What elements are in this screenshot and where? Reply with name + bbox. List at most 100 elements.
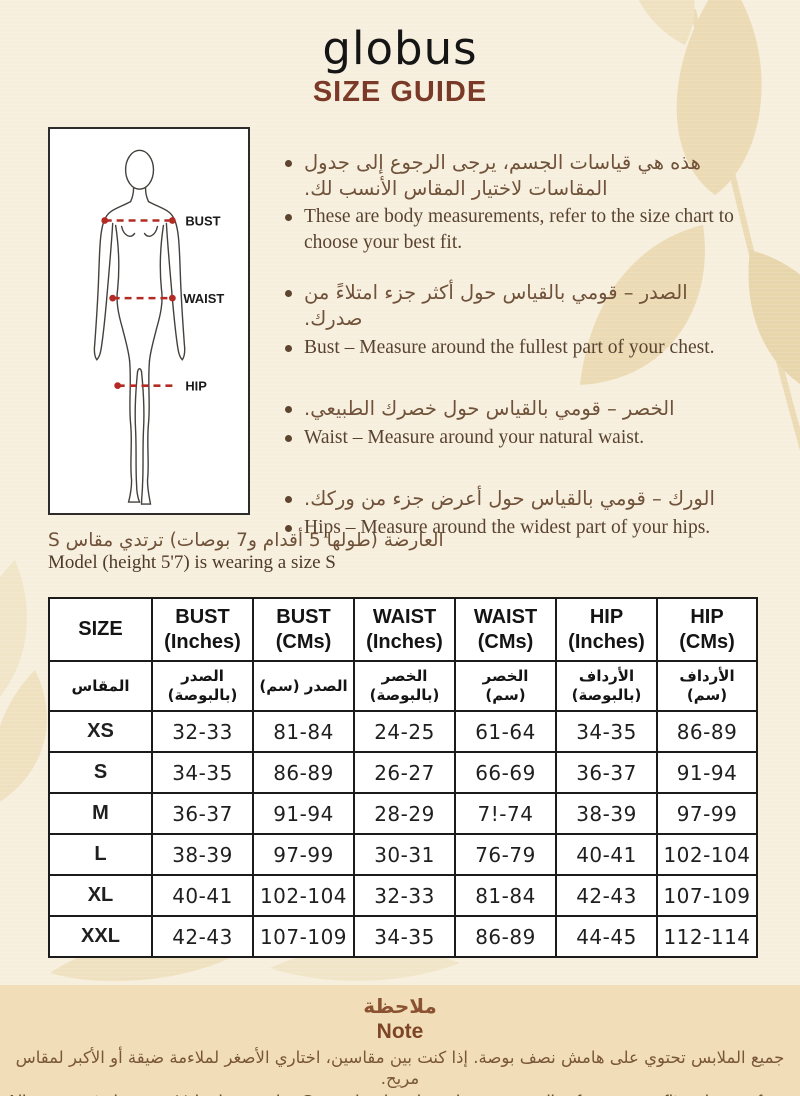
table-cell: 81-84 bbox=[454, 874, 557, 917]
bust-label: BUST bbox=[185, 213, 220, 228]
table-header-row-en: SIZE BUST (Inches) BUST (CMs) WAIST (Inc… bbox=[48, 597, 758, 662]
column-header: WAIST (CMs) bbox=[454, 597, 557, 662]
table-cell: 32-33 bbox=[151, 710, 254, 753]
instruction-text-ar: الورك – قومي بالقياس حول أعرض جزء من ورك… bbox=[304, 487, 715, 511]
column-header-ar: الخصر (سم) bbox=[454, 660, 557, 712]
table-cell: 40-41 bbox=[151, 874, 254, 917]
column-header: BUST (Inches) bbox=[151, 597, 254, 662]
table-cell: 24-25 bbox=[353, 710, 456, 753]
model-info-en: Model (height 5'7) is wearing a size S bbox=[48, 552, 336, 574]
note-body-ar: جميع الملابس تحتوي على هامش نصف بوصة. إذ… bbox=[15, 1048, 785, 1088]
bullet-icon bbox=[285, 496, 292, 504]
bullet-icon bbox=[285, 405, 292, 413]
table-cell: 34-35 bbox=[555, 710, 658, 753]
column-header: WAIST (Inches) bbox=[353, 597, 456, 662]
table-row-s: S 34-35 86-89 26-27 66-69 36-37 91-94 bbox=[48, 751, 758, 794]
figure-outline bbox=[93, 149, 186, 505]
note-body-en: All garments have a ½ inch margin. On a … bbox=[0, 1091, 800, 1096]
table-cell: 38-39 bbox=[555, 792, 658, 835]
table-row-xl: XL 40-41 102-104 32-33 81-84 42-43 107-1… bbox=[48, 874, 758, 917]
instruction-text-ar: الخصر – قومي بالقياس حول خصرك الطبيعي. bbox=[304, 396, 675, 420]
column-header-ar: المقاس bbox=[48, 660, 153, 712]
body-figure-icon: BUST WAIST HIP bbox=[93, 149, 224, 505]
column-header: HIP (Inches) bbox=[555, 597, 658, 662]
table-cell: 102-104 bbox=[252, 874, 355, 917]
bullet-icon bbox=[285, 214, 292, 222]
table-cell: 112-114 bbox=[656, 915, 758, 958]
table-cell: 38-39 bbox=[151, 833, 254, 876]
column-header-ar: الأرداف (بالبوصة) bbox=[555, 660, 658, 712]
instructions-list: هذه هي قياسات الجسم، يرجى الرجوع إلى جدو… bbox=[283, 150, 735, 565]
table-cell: 32-33 bbox=[353, 874, 456, 917]
leaf-branch-top-right-icon bbox=[580, 0, 800, 451]
body-diagram-box: BUST WAIST HIP bbox=[48, 127, 250, 515]
instruction-group-waist: الخصر – قومي بالقياس حول خصرك الطبيعي. W… bbox=[283, 396, 735, 450]
table-cell: 91-94 bbox=[252, 792, 355, 835]
table-cell: 28-29 bbox=[353, 792, 456, 835]
table-cell: 34-35 bbox=[353, 915, 456, 958]
size-cell: XL bbox=[48, 874, 153, 917]
table-cell: 97-99 bbox=[252, 833, 355, 876]
table-cell: 7!-74 bbox=[454, 792, 557, 835]
table-cell: 40-41 bbox=[555, 833, 658, 876]
bullet-icon bbox=[285, 290, 292, 298]
table-cell: 36-37 bbox=[151, 792, 254, 835]
bullet-icon bbox=[285, 524, 292, 532]
bullet-icon bbox=[285, 434, 292, 442]
size-cell: M bbox=[48, 792, 153, 835]
instruction-text-en: These are body measurements, refer to th… bbox=[304, 206, 734, 253]
size-cell: S bbox=[48, 751, 153, 794]
table-cell: 86-89 bbox=[656, 710, 758, 753]
instruction-text-ar: الصدر – قومي بالقياس حول أكثر جزء امتلاء… bbox=[304, 281, 688, 330]
table-cell: 107-109 bbox=[656, 874, 758, 917]
column-header-ar: الصدر (بالبوصة) bbox=[151, 660, 254, 712]
page-title: SIZE GUIDE bbox=[312, 76, 488, 108]
note-section: ملاحظة Note جميع الملابس تحتوي على هامش … bbox=[0, 985, 800, 1096]
column-header: BUST (CMs) bbox=[252, 597, 355, 662]
size-cell: XS bbox=[48, 710, 153, 753]
table-cell: 42-43 bbox=[555, 874, 658, 917]
column-header: HIP (CMs) bbox=[656, 597, 758, 662]
table-cell: 66-69 bbox=[454, 751, 557, 794]
model-info: العارضة (طولها 5 أقدام و7 بوصات) ترتدي م… bbox=[48, 529, 568, 575]
table-cell: 44-45 bbox=[555, 915, 658, 958]
table-cell: 86-89 bbox=[252, 751, 355, 794]
table-cell: 76-79 bbox=[454, 833, 557, 876]
instruction-group-overview: هذه هي قياسات الجسم، يرجى الرجوع إلى جدو… bbox=[283, 150, 735, 255]
size-cell: L bbox=[48, 833, 153, 876]
table-cell: 61-64 bbox=[454, 710, 557, 753]
instruction-text-en: Bust – Measure around the fullest part o… bbox=[304, 336, 715, 358]
table-row-xxl: XXL 42-43 107-109 34-35 86-89 44-45 112-… bbox=[48, 915, 758, 958]
size-chart-table: SIZE BUST (Inches) BUST (CMs) WAIST (Inc… bbox=[48, 597, 758, 958]
table-cell: 86-89 bbox=[454, 915, 557, 958]
table-cell: 81-84 bbox=[252, 710, 355, 753]
table-row-m: M 36-37 91-94 28-29 7!-74 38-39 97-99 bbox=[48, 792, 758, 835]
table-cell: 97-99 bbox=[656, 792, 758, 835]
instruction-text-ar: هذه هي قياسات الجسم، يرجى الرجوع إلى جدو… bbox=[304, 151, 701, 200]
model-info-ar: العارضة (طولها 5 أقدام و7 بوصات) ترتدي م… bbox=[48, 530, 444, 551]
table-cell: 42-43 bbox=[151, 915, 254, 958]
waist-measure-line: WAIST bbox=[109, 291, 224, 306]
table-cell: 34-35 bbox=[151, 751, 254, 794]
bullet-icon bbox=[285, 344, 292, 352]
instruction-group-bust: الصدر – قومي بالقياس حول أكثر جزء امتلاء… bbox=[283, 280, 735, 360]
column-header-ar: الصدر (سم) bbox=[252, 660, 355, 712]
column-header-ar: الأرداف (سم) bbox=[656, 660, 758, 712]
table-cell: 102-104 bbox=[656, 833, 758, 876]
table-header-row-ar: المقاس الصدر (بالبوصة) الصدر (سم) الخصر … bbox=[48, 660, 758, 712]
column-header: SIZE bbox=[48, 597, 153, 662]
waist-label: WAIST bbox=[183, 291, 224, 306]
hip-label: HIP bbox=[185, 379, 207, 394]
table-row-xs: XS 32-33 81-84 24-25 61-64 34-35 86-89 bbox=[48, 710, 758, 753]
table-cell: 107-109 bbox=[252, 915, 355, 958]
brand-logo: globus bbox=[322, 22, 478, 75]
leaf-decoration-left-icon bbox=[0, 560, 47, 802]
hip-measure-line: HIP bbox=[114, 379, 207, 394]
bust-measure-line: BUST bbox=[101, 213, 221, 228]
table-cell: 26-27 bbox=[353, 751, 456, 794]
instruction-text-en: Hips – Measure around the widest part of… bbox=[304, 516, 711, 538]
note-heading-en: Note bbox=[376, 1020, 424, 1043]
table-cell: 36-37 bbox=[555, 751, 658, 794]
table-cell: 30-31 bbox=[353, 833, 456, 876]
